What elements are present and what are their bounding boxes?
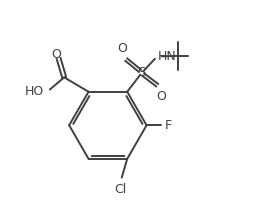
- Text: HN: HN: [158, 50, 176, 63]
- Text: O: O: [156, 90, 166, 103]
- Text: O: O: [118, 42, 127, 55]
- Text: S: S: [138, 67, 146, 80]
- Text: Cl: Cl: [114, 183, 127, 196]
- Text: O: O: [51, 48, 61, 61]
- Text: HO: HO: [24, 85, 44, 98]
- Text: F: F: [165, 119, 172, 132]
